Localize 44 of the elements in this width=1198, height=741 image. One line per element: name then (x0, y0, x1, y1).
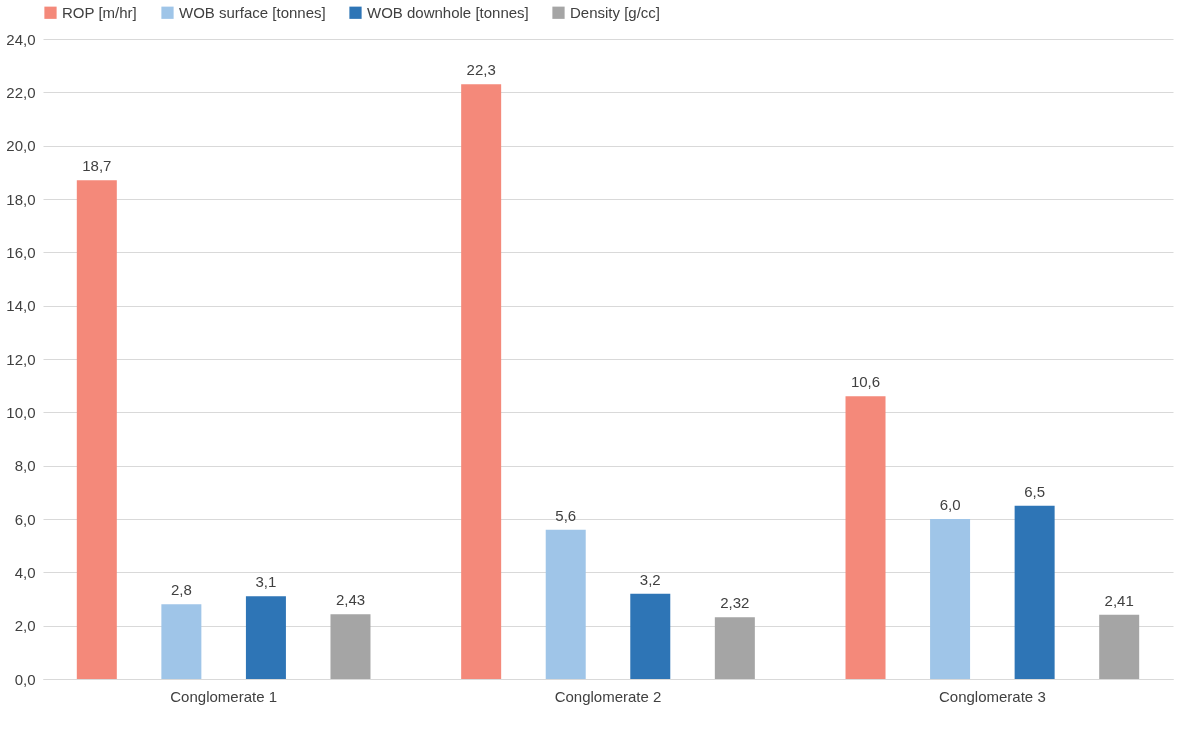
x-tick-label: Conglomerate 1 (170, 687, 278, 705)
legend-label: WOB surface [tonnes] (179, 3, 326, 21)
bar (714, 617, 755, 679)
bar (1099, 614, 1140, 679)
data-label: 3,1 (255, 573, 277, 591)
data-label: 2,8 (170, 581, 192, 599)
data-label: 22,3 (466, 61, 496, 79)
bar (845, 396, 886, 679)
data-label: 2,32 (720, 594, 750, 612)
y-tick-label: 12,0 (6, 350, 36, 368)
data-label: 2,41 (1104, 591, 1134, 609)
y-tick-label: 2,0 (14, 617, 36, 635)
bar (245, 596, 286, 679)
y-tick-label: 18,0 (6, 190, 36, 208)
y-tick-label: 0,0 (14, 670, 36, 688)
y-tick-label: 24,0 (6, 30, 36, 48)
bar (461, 84, 502, 679)
legend-label: WOB downhole [tonnes] (367, 3, 529, 21)
y-tick-label: 14,0 (6, 297, 36, 315)
data-label: 2,43 (335, 591, 366, 609)
x-tick-label: Conglomerate 3 (938, 687, 1046, 705)
x-tick-label: Conglomerate 2 (554, 687, 662, 705)
y-tick-label: 10,0 (6, 403, 36, 421)
data-label: 10,6 (850, 373, 881, 391)
y-tick-label: 16,0 (6, 243, 36, 261)
bar (545, 529, 586, 679)
bar (630, 593, 671, 679)
data-label: 18,7 (82, 157, 112, 175)
y-tick-label: 20,0 (6, 137, 36, 155)
data-label: 3,2 (639, 570, 661, 588)
y-tick-label: 6,0 (14, 510, 36, 528)
legend-label: ROP [m/hr] (62, 3, 137, 21)
y-tick-label: 8,0 (14, 457, 36, 475)
bar (76, 180, 117, 679)
bar (930, 519, 971, 679)
bar (161, 604, 202, 679)
data-label: 6,0 (939, 496, 961, 513)
data-label: 5,6 (555, 506, 577, 524)
y-tick-label: 4,0 (14, 563, 36, 581)
data-label: 6,5 (1024, 482, 1046, 500)
y-tick-label: 22,0 (6, 83, 36, 101)
legend-label: Density [g/cc] (570, 3, 661, 21)
bar (1014, 505, 1055, 679)
bar (330, 614, 371, 679)
